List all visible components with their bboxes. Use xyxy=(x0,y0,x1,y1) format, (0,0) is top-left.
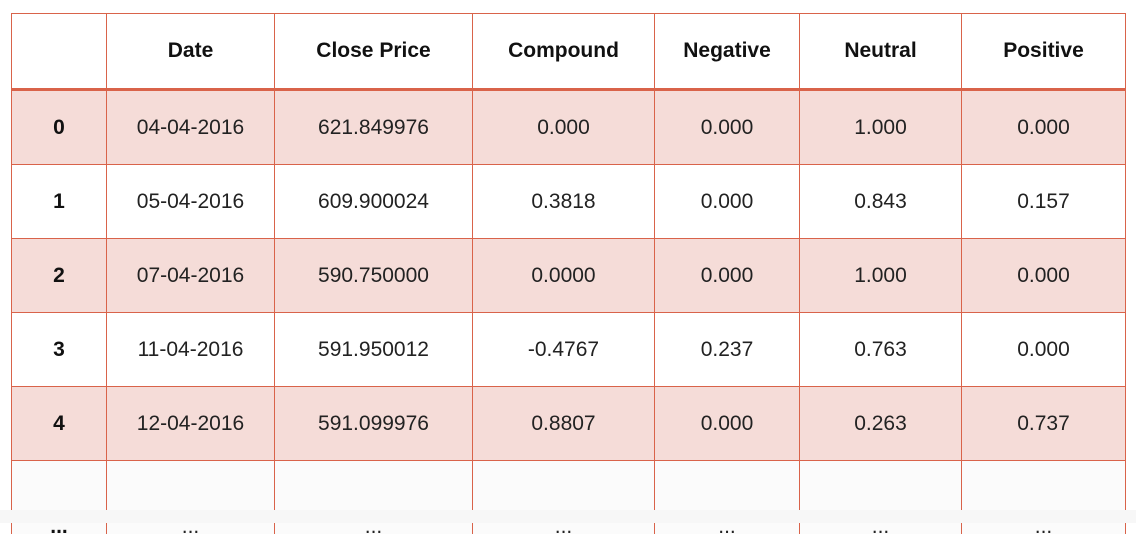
cell-date: 11-04-2016 xyxy=(107,313,275,387)
row-index: 1 xyxy=(12,165,107,239)
cell-date: 04-04-2016 xyxy=(107,90,275,165)
table-row: 0 04-04-2016 621.849976 0.000 0.000 1.00… xyxy=(12,90,1126,165)
cell-negative: 0.000 xyxy=(655,387,800,461)
column-header-index xyxy=(12,14,107,90)
cell-negative: 0.000 xyxy=(655,90,800,165)
cell-close-price: 591.950012 xyxy=(275,313,473,387)
cell-date: 07-04-2016 xyxy=(107,239,275,313)
cell-compound: 0.000 xyxy=(473,90,655,165)
cell-compound: 0.0000 xyxy=(473,239,655,313)
cell-positive: 0.000 xyxy=(962,239,1126,313)
cell-neutral: 0.763 xyxy=(800,313,962,387)
cell-neutral: 0.843 xyxy=(800,165,962,239)
row-index: 0 xyxy=(12,90,107,165)
cell-close-price: 609.900024 xyxy=(275,165,473,239)
table-row: 2 07-04-2016 590.750000 0.0000 0.000 1.0… xyxy=(12,239,1126,313)
dataframe-table: Date Close Price Compound Negative Neutr… xyxy=(11,13,1126,534)
row-index: 3 xyxy=(12,313,107,387)
cell-date: 12-04-2016 xyxy=(107,387,275,461)
column-header-close-price: Close Price xyxy=(275,14,473,90)
cell-neutral: 1.000 xyxy=(800,90,962,165)
cell-neutral: 1.000 xyxy=(800,239,962,313)
table-row: 1 05-04-2016 609.900024 0.3818 0.000 0.8… xyxy=(12,165,1126,239)
header-row: Date Close Price Compound Negative Neutr… xyxy=(12,14,1126,90)
cell-negative: 0.237 xyxy=(655,313,800,387)
bottom-edge xyxy=(0,510,1136,523)
column-header-date: Date xyxy=(107,14,275,90)
column-header-positive: Positive xyxy=(962,14,1126,90)
column-header-negative: Negative xyxy=(655,14,800,90)
cell-compound: -0.4767 xyxy=(473,313,655,387)
column-header-neutral: Neutral xyxy=(800,14,962,90)
cell-positive: 0.000 xyxy=(962,313,1126,387)
cell-positive: 0.737 xyxy=(962,387,1126,461)
column-header-compound: Compound xyxy=(473,14,655,90)
cell-compound: 0.3818 xyxy=(473,165,655,239)
row-index: 2 xyxy=(12,239,107,313)
cell-close-price: 590.750000 xyxy=(275,239,473,313)
cell-compound: 0.8807 xyxy=(473,387,655,461)
row-index: 4 xyxy=(12,387,107,461)
table-row: 3 11-04-2016 591.950012 -0.4767 0.237 0.… xyxy=(12,313,1126,387)
cell-positive: 0.000 xyxy=(962,90,1126,165)
cell-negative: 0.000 xyxy=(655,239,800,313)
cell-close-price: 621.849976 xyxy=(275,90,473,165)
cell-negative: 0.000 xyxy=(655,165,800,239)
cell-neutral: 0.263 xyxy=(800,387,962,461)
cell-close-price: 591.099976 xyxy=(275,387,473,461)
cell-positive: 0.157 xyxy=(962,165,1126,239)
cell-date: 05-04-2016 xyxy=(107,165,275,239)
table-frame: Date Close Price Compound Negative Neutr… xyxy=(0,0,1136,523)
table-row: 4 12-04-2016 591.099976 0.8807 0.000 0.2… xyxy=(12,387,1126,461)
